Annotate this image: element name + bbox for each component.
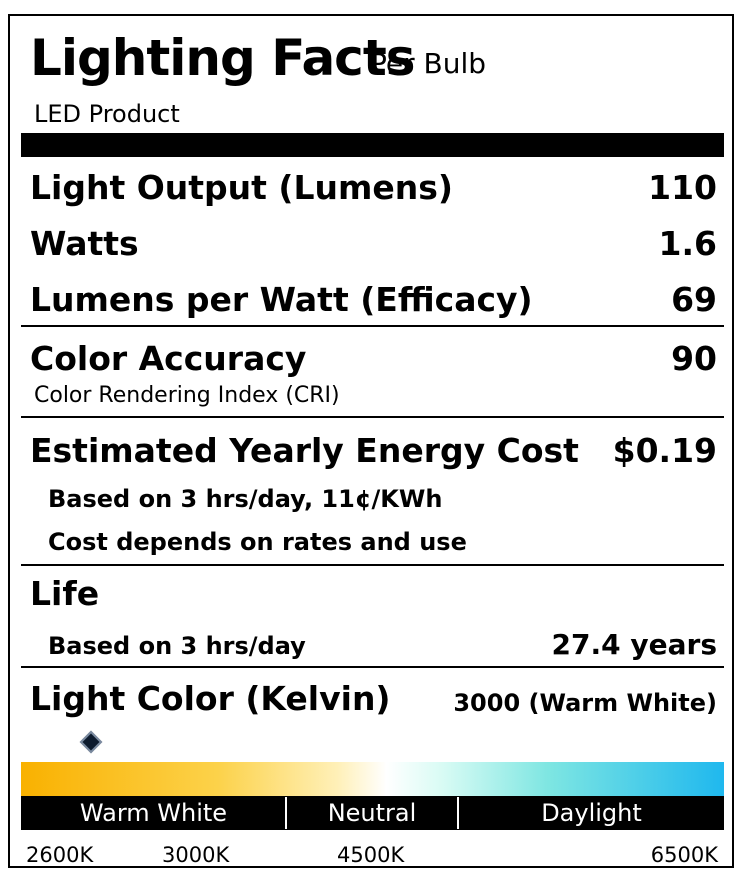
light-output-value: 110 [648, 168, 717, 207]
label-title: Lighting Facts [30, 29, 415, 87]
life-value: 27.4 years [551, 628, 717, 661]
light-color-value: 3000 (Warm White) [453, 689, 717, 717]
tick-2600k: 2600K [26, 843, 94, 867]
energy-cost-label: Estimated Yearly Energy Cost [30, 431, 579, 470]
divider [21, 416, 724, 418]
color-accuracy-value: 90 [671, 339, 717, 378]
energy-cost-value: $0.19 [612, 431, 717, 470]
header-divider [21, 133, 724, 157]
cri-sublabel: Color Rendering Index (CRI) [34, 383, 340, 408]
segment-daylight: Daylight [541, 799, 642, 827]
color-temperature-gradient [21, 762, 724, 796]
tick-3000k: 3000K [162, 843, 230, 867]
segment-warm-white: Warm White [79, 799, 228, 827]
color-accuracy-label: Color Accuracy [30, 339, 307, 378]
color-scale-bar [21, 796, 724, 830]
life-note: Based on 3 hrs/day [48, 632, 306, 660]
product-type: LED Product [34, 100, 180, 128]
light-output-label: Light Output (Lumens) [30, 168, 454, 207]
light-color-label: Light Color (Kelvin) [30, 679, 391, 718]
divider [21, 666, 724, 668]
divider [21, 325, 724, 327]
segment-separator [285, 797, 287, 829]
life-label: Life [30, 574, 100, 613]
watts-value: 1.6 [658, 224, 717, 263]
segment-neutral: Neutral [327, 799, 417, 827]
per-bulb-text: Per Bulb [370, 47, 487, 80]
tick-4500k: 4500K [337, 843, 405, 867]
segment-separator [457, 797, 459, 829]
tick-6500k: 6500K [650, 843, 718, 867]
efficacy-value: 69 [671, 280, 717, 319]
lighting-facts-label [8, 14, 734, 868]
energy-cost-note-use: Cost depends on rates and use [48, 528, 467, 556]
energy-cost-note-rate: Based on 3 hrs/day, 11¢/KWh [48, 485, 443, 513]
divider [21, 564, 724, 566]
efficacy-label: Lumens per Watt (Efficacy) [30, 280, 533, 319]
watts-label: Watts [30, 224, 139, 263]
